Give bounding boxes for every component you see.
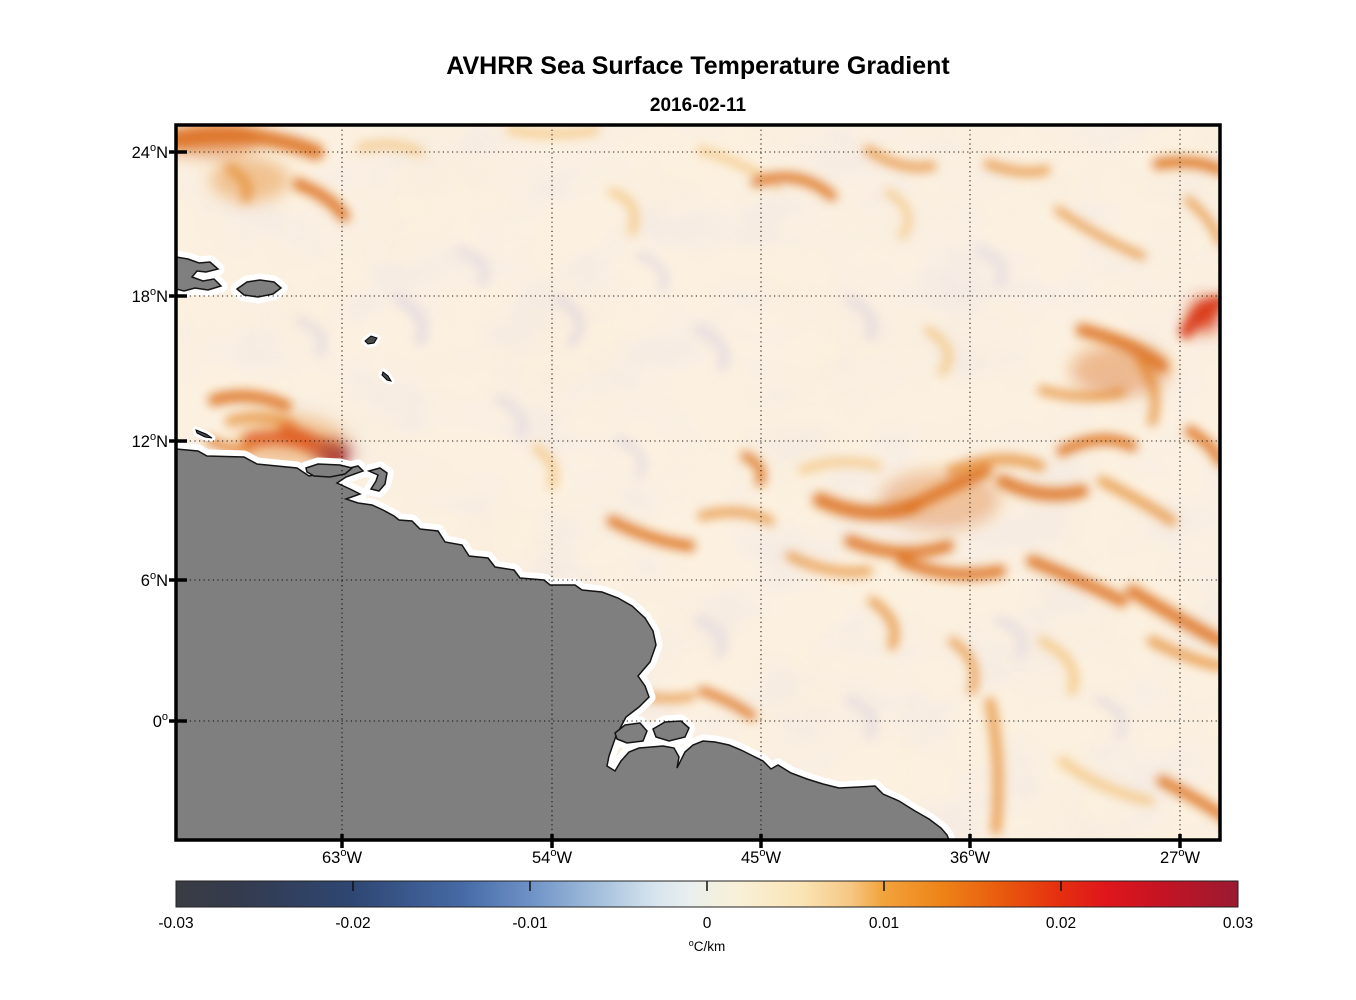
colorbar-tick-label: 0.03: [1223, 915, 1253, 932]
colorbar-tick-label: -0.02: [335, 915, 370, 932]
y-tick-label: 18oN: [132, 286, 168, 306]
y-tick-label: 12oN: [132, 431, 168, 451]
colorbar-tick-label: 0: [703, 915, 712, 932]
x-tick-label: 63oW: [322, 847, 362, 867]
plot-border: [174, 123, 1222, 842]
colorbar-tick-label: -0.01: [512, 915, 547, 932]
colorbar-ticks: [352, 881, 1062, 891]
island-speck: [381, 371, 393, 382]
island-speck: [364, 335, 378, 345]
landmass: [614, 722, 648, 744]
gradient-hotspots: [176, 125, 1220, 530]
y-tick-label: 6oN: [141, 570, 168, 590]
landmass: [305, 463, 354, 478]
colorbar-tick-label: -0.03: [158, 915, 193, 932]
x-tick-label: 36oW: [950, 847, 990, 867]
landmass: [176, 448, 950, 840]
land-layer: [176, 250, 956, 840]
figure-title: AVHRR Sea Surface Temperature Gradient: [446, 52, 950, 80]
landmass: [652, 720, 690, 742]
colorbar-tick-label: 0.02: [1046, 915, 1076, 932]
island-speck: [195, 429, 213, 439]
x-tick-label: 27oW: [1160, 847, 1200, 867]
figure-date-subtitle: 2016-02-11: [649, 95, 747, 116]
landmass: [176, 256, 223, 292]
colorbar-unit-label: oC/km: [689, 938, 726, 954]
axis-ticks: [169, 150, 1182, 848]
y-tick-label: 0o: [153, 711, 168, 731]
graticule: [176, 125, 1220, 840]
y-tick-label: 24oN: [132, 142, 168, 162]
colorbar-tick-label: 0.01: [869, 915, 899, 932]
x-tick-label: 54oW: [532, 847, 572, 867]
landmass: [235, 279, 283, 298]
x-tick-label: 45oW: [741, 847, 781, 867]
landmass: [366, 467, 388, 492]
